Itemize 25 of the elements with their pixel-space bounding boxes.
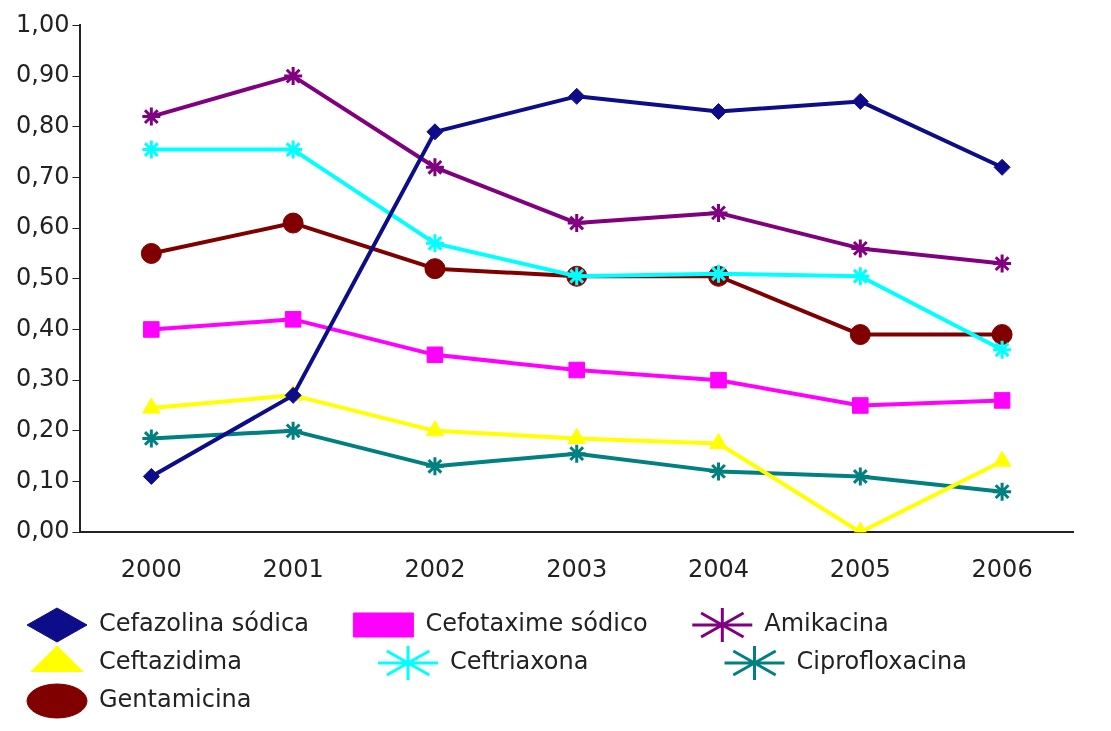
x-tick-label: 2002 [404,554,466,583]
y-tick-label: 0,00 [16,516,70,545]
y-tick-label: 0,60 [16,212,70,241]
x-tick-label: 2005 [829,554,891,583]
x-tick-label: 2001 [262,554,324,583]
legend-label: Ciprofloxacina [796,647,1044,676]
y-tick-label: 0,90 [16,60,70,89]
y-tick-label: 0,20 [16,415,70,444]
legend-label: Amikacina [764,609,1042,638]
legend-label: Cefotaxime sódico [425,609,679,638]
x-tick-label: 2003 [546,554,608,583]
x-tick-label: 2004 [687,554,750,583]
x-tick-label: 2006 [971,554,1033,583]
y-tick-label: 1,00 [16,9,70,38]
y-tick-label: 0,50 [16,263,70,292]
legend-label: Ceftazidima [99,647,365,676]
y-tick-label: 0,80 [16,110,70,139]
x-tick-label: 2000 [120,554,182,583]
legend-label: Gentamicina [99,685,374,714]
legend-label: Cefazolina sódica [99,609,340,638]
y-tick-label: 0,40 [16,313,70,342]
y-tick-label: 0,70 [16,161,70,190]
y-tick-label: 0,10 [16,465,70,494]
y-tick-label: 0,30 [16,364,70,393]
legend-label: Ceftriaxona [450,647,711,676]
